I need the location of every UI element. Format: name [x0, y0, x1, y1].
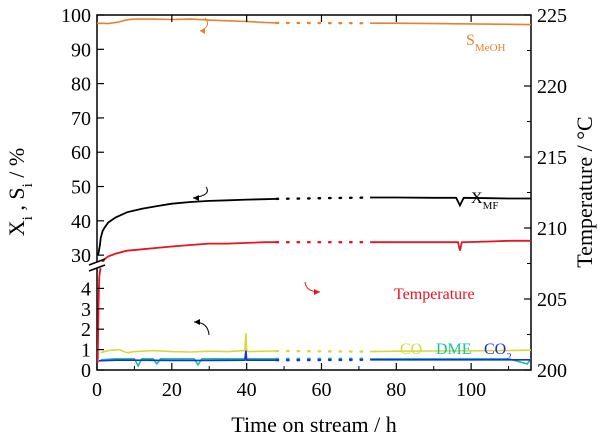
left-title-unit: / %	[4, 148, 29, 183]
series-line	[370, 349, 531, 353]
series-line	[100, 358, 277, 368]
x-axis-title: Time on stream / h	[231, 412, 396, 437]
axis-break-gap	[89, 262, 105, 268]
x-tick-label: 0	[92, 379, 102, 401]
series-line	[370, 22, 531, 26]
series-line	[100, 333, 277, 354]
left-tick-label: 100	[61, 5, 91, 27]
series-label-sub: MeOH	[475, 42, 506, 54]
series-line	[370, 196, 531, 208]
series-label: CO	[400, 341, 422, 358]
arrow-head	[200, 28, 205, 34]
right-tick-label: 210	[537, 218, 567, 240]
series-gap-connector	[275, 196, 372, 201]
axis-pointer-arrow	[304, 281, 321, 293]
series-label: SMeOH	[466, 32, 506, 54]
plot-frame	[96, 14, 532, 371]
x-tick-label: 40	[237, 379, 257, 401]
left-tick-label: 30	[71, 245, 91, 267]
arrow-head	[194, 319, 200, 325]
right-axis-title: Temperature / °C	[572, 116, 597, 267]
right-tick-label: 215	[537, 147, 567, 169]
series-line	[97, 241, 277, 363]
series-label: DME	[436, 341, 472, 358]
left-title-sep: ,	[4, 200, 29, 217]
x-tick-label: 60	[311, 379, 331, 401]
left-tick-label: 80	[71, 74, 91, 96]
series-layer	[97, 18, 531, 368]
right-tick-label: 220	[537, 76, 567, 98]
series-line	[97, 198, 277, 256]
left-tick-label: 2	[81, 319, 91, 341]
series-label-name: CO	[484, 341, 506, 358]
series-label-sub: MF	[483, 200, 499, 212]
left-tick-label: 1	[81, 340, 91, 362]
series-line	[370, 358, 531, 365]
left-tick-label: 0	[81, 360, 91, 382]
left-title-s-sub: i	[20, 183, 36, 187]
arrow-head	[314, 289, 320, 295]
series-label-name: CO	[400, 341, 422, 358]
right-tick-label: 200	[537, 360, 567, 382]
series-label: CO2	[484, 341, 512, 363]
axis-break-slash	[88, 258, 106, 266]
series-label-name: Temperature	[394, 286, 475, 303]
x-tick-label: 100	[456, 379, 486, 401]
left-tick-label: 4	[81, 278, 91, 300]
left-tick-label: 70	[71, 108, 91, 130]
axis-pointer-arrow	[192, 186, 208, 199]
right-tick-label: 225	[537, 5, 567, 27]
axis-pointer-arrow	[193, 321, 210, 336]
left-tick-label: 90	[71, 39, 91, 61]
series-label-sub: 2	[506, 351, 512, 363]
series-label-name: X	[471, 190, 483, 207]
axis-break	[88, 258, 106, 272]
x-tick-label: 20	[162, 379, 182, 401]
left-tick-label: 50	[71, 177, 91, 199]
left-axis-title: Xi , Si / %	[4, 148, 36, 236]
left-title-x: X	[4, 220, 29, 236]
series-label: Temperature	[394, 286, 475, 303]
right-tick-label: 205	[537, 289, 567, 311]
arrow-head	[193, 195, 199, 201]
series-label-name: DME	[436, 341, 472, 358]
left-tick-label: 40	[71, 211, 91, 233]
x-tick-label: 80	[386, 379, 406, 401]
left-title-x-sub: i	[20, 216, 36, 220]
axes-layer: 0 20 40 60 80 1003040506070809010001234200205…	[61, 5, 567, 401]
left-title-s: S	[4, 187, 29, 199]
axis-break-slash	[88, 264, 106, 272]
series-label: XMF	[471, 190, 498, 212]
series-label-name: S	[466, 32, 475, 49]
series-line	[370, 239, 531, 251]
series-line	[98, 350, 277, 362]
series-gap-connector	[275, 349, 372, 353]
left-tick-label: 60	[71, 142, 91, 164]
left-tick-label: 3	[81, 299, 91, 321]
series-line	[97, 18, 277, 25]
